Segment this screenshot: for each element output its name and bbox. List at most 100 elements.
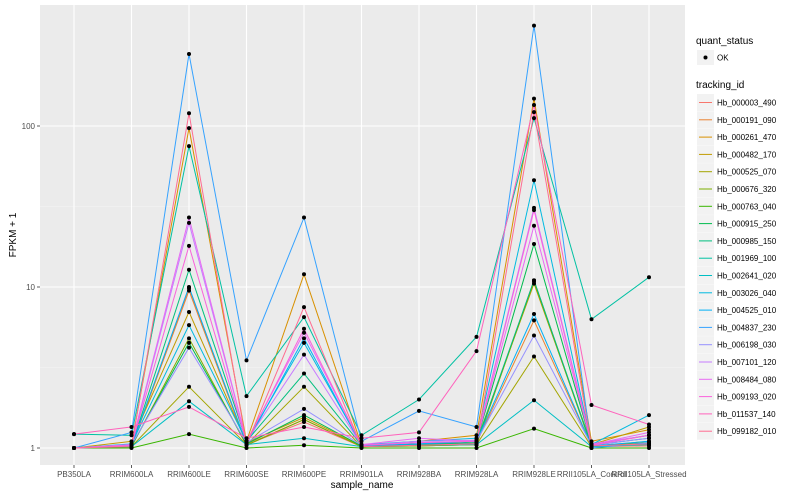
y-axis: 1 10 100 [22, 122, 40, 453]
data-point [474, 441, 479, 446]
legend-label: Hb_000763_040 [717, 202, 777, 211]
legend-label: Hb_008484_080 [717, 375, 777, 384]
data-point [187, 384, 191, 389]
legend-item: Hb_000482_170 [697, 145, 777, 163]
legend-label: Hb_000191_090 [717, 116, 777, 125]
x-tick-label: RRII105LA_Control [557, 470, 627, 479]
data-point [532, 178, 536, 183]
data-point [532, 241, 536, 246]
data-point [474, 433, 479, 438]
data-point [302, 315, 306, 320]
data-point [302, 352, 306, 357]
data-point [417, 436, 421, 441]
legend: quant_status OK tracking_id Hb_000003_49… [696, 36, 777, 440]
data-point [474, 334, 479, 339]
legend-label: Hb_000915_250 [717, 220, 777, 229]
data-point [244, 358, 249, 363]
data-point [244, 442, 249, 447]
data-point [129, 444, 134, 449]
data-point [474, 425, 479, 430]
data-point [129, 430, 134, 435]
x-axis: PB350LA RRIM600LA RRIM600LE RRIM600SE RRIM60… [57, 465, 687, 479]
legend-item: Hb_000676_320 [697, 180, 777, 198]
data-point [302, 330, 306, 335]
data-points [72, 23, 651, 450]
legend-item: Hb_008484_080 [697, 370, 777, 388]
data-point [302, 215, 306, 220]
legend-item: Hb_009193_020 [697, 388, 777, 406]
x-tick-label: RRIM600SE [224, 470, 268, 479]
legend-label: Hb_002641_020 [717, 272, 777, 281]
data-point [417, 443, 421, 448]
data-point [302, 406, 306, 411]
legend-item: Hb_000763_040 [697, 197, 777, 215]
legend-item: Hb_007101_120 [697, 353, 777, 371]
x-tick-label: PB350LA [57, 470, 91, 479]
legend-item: Hb_002641_020 [697, 267, 777, 284]
y-tick-label: 1 [31, 444, 36, 453]
x-tick-label: RRIM928LA [455, 470, 499, 479]
data-point [589, 402, 594, 407]
x-tick-label: RRIM600PE [282, 470, 326, 479]
data-point [302, 272, 306, 277]
legend-label: Hb_000525_070 [717, 168, 777, 177]
data-point [302, 336, 306, 341]
legend-label: Hb_004525_010 [717, 306, 777, 315]
data-point [187, 288, 191, 293]
data-point [129, 433, 134, 438]
legend-label: Hb_009193_020 [717, 393, 777, 402]
data-point [417, 430, 421, 435]
legend-item: Hb_000003_490 [697, 94, 777, 111]
legend-label: Hb_011537_140 [717, 410, 776, 419]
legend-item: Hb_001969_100 [697, 249, 777, 267]
data-point [302, 371, 306, 376]
data-point [302, 417, 306, 422]
data-point [359, 439, 364, 444]
data-point [359, 444, 364, 449]
legend-item: Hb_006198_030 [697, 336, 777, 354]
legend-label: Hb_099182_010 [717, 427, 777, 436]
legend-item: Hb_000525_070 [697, 163, 777, 181]
legend-item: Hb_003026_040 [697, 284, 777, 302]
shape-legend-title: quant_status [696, 36, 753, 47]
y-tick-label: 10 [26, 283, 35, 292]
data-point [647, 422, 651, 427]
data-point [532, 96, 536, 101]
x-tick-label: RRIM600LE [167, 470, 211, 479]
x-tick-label: RRIM901LA [340, 470, 384, 479]
data-point [532, 278, 536, 283]
data-point [532, 103, 536, 108]
data-point [187, 309, 191, 314]
legend-item: Hb_011537_140 [697, 405, 776, 423]
data-point [532, 116, 536, 121]
data-point [532, 398, 536, 403]
data-point [647, 275, 651, 280]
data-point [532, 318, 536, 323]
data-point [589, 443, 594, 448]
data-point [532, 223, 536, 228]
data-point [647, 413, 651, 418]
legend-item: Hb_099182_010 [697, 422, 777, 440]
data-point [302, 384, 306, 389]
data-point [647, 446, 651, 450]
legend-item: Hb_000915_250 [697, 215, 777, 233]
data-point [187, 220, 191, 225]
data-point [302, 425, 306, 430]
y-axis-title: FPKM + 1 [8, 212, 19, 257]
data-point [187, 323, 191, 328]
data-point [532, 208, 536, 213]
data-point [244, 446, 249, 450]
data-point [359, 433, 364, 438]
legend-label: Hb_000482_170 [717, 150, 777, 159]
data-point [302, 340, 306, 345]
x-axis-title: sample_name [331, 480, 394, 491]
legend-label: Hb_000003_490 [717, 99, 777, 108]
data-point [72, 446, 76, 450]
legend-item: Hb_000191_090 [697, 111, 777, 129]
data-point [187, 404, 191, 409]
data-point [187, 432, 191, 437]
data-point [187, 267, 191, 272]
x-tick-label: RRIM928LE [512, 470, 556, 479]
data-point [129, 425, 134, 430]
